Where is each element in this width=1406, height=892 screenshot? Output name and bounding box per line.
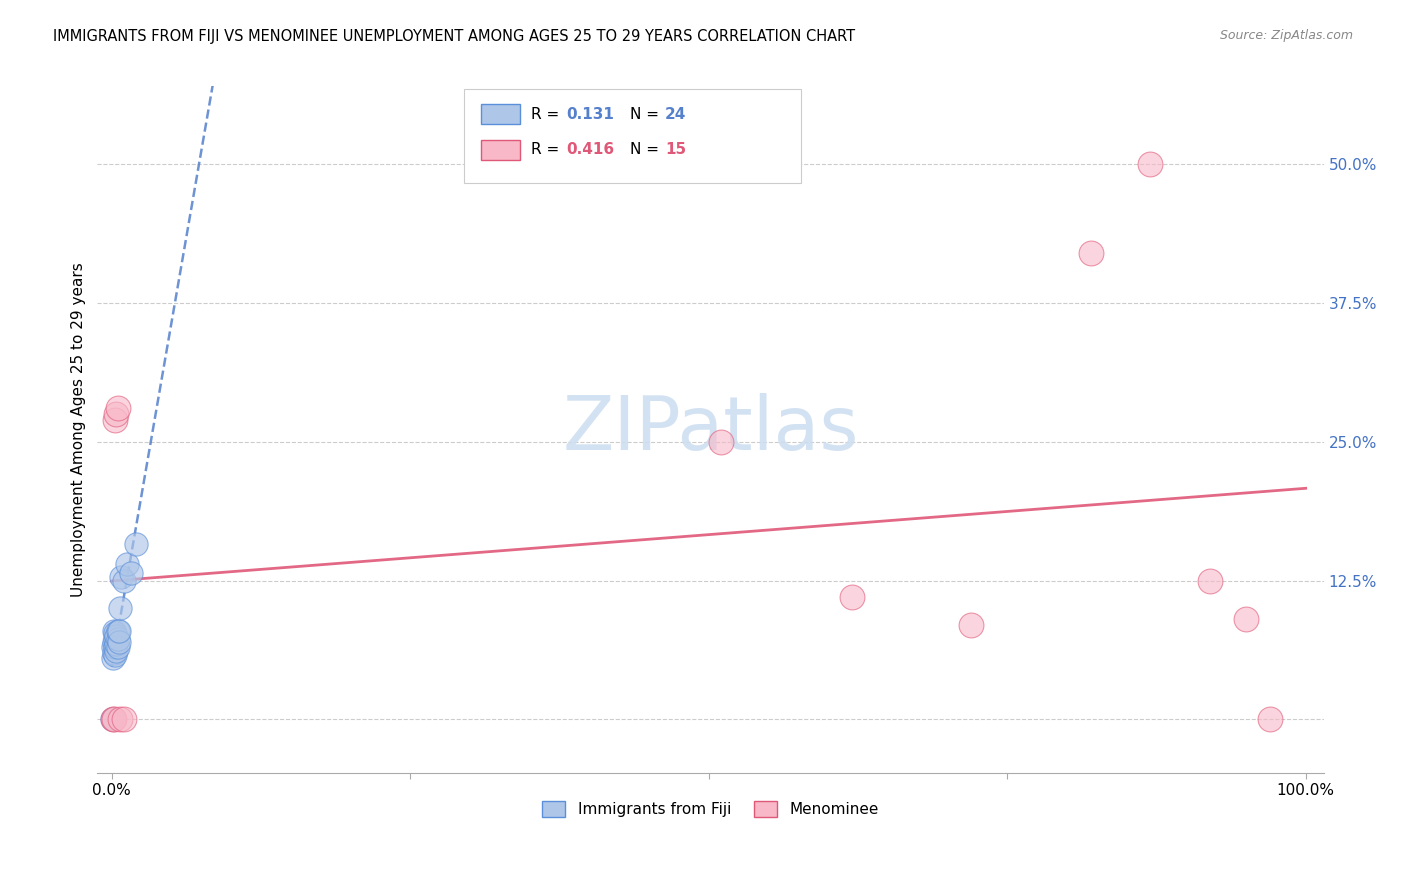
Point bbox=[103, 713, 125, 727]
Text: 15: 15 bbox=[665, 143, 686, 157]
Point bbox=[110, 570, 132, 584]
Point bbox=[1258, 713, 1281, 727]
Point bbox=[124, 537, 146, 551]
Point bbox=[112, 713, 135, 727]
Point bbox=[104, 625, 127, 640]
Point bbox=[105, 407, 128, 421]
Text: 24: 24 bbox=[665, 107, 686, 121]
Point bbox=[1234, 612, 1257, 626]
Point bbox=[710, 434, 733, 449]
Point bbox=[104, 632, 127, 647]
Point bbox=[107, 624, 129, 638]
Text: 0.131: 0.131 bbox=[567, 107, 614, 121]
Point bbox=[100, 713, 122, 727]
Point bbox=[108, 634, 131, 648]
Point bbox=[1199, 574, 1222, 588]
Point bbox=[120, 566, 142, 580]
Point bbox=[108, 601, 131, 615]
Text: 0.416: 0.416 bbox=[567, 143, 614, 157]
Point bbox=[108, 713, 131, 727]
Point bbox=[841, 591, 863, 605]
Text: R =: R = bbox=[531, 107, 565, 121]
Text: Source: ZipAtlas.com: Source: ZipAtlas.com bbox=[1219, 29, 1353, 42]
Point bbox=[112, 574, 135, 588]
Point bbox=[960, 618, 983, 632]
Point bbox=[1080, 246, 1102, 260]
Point bbox=[1139, 157, 1161, 171]
Point bbox=[104, 412, 127, 426]
Point bbox=[107, 401, 129, 416]
Point bbox=[115, 557, 138, 571]
Text: R =: R = bbox=[531, 143, 565, 157]
Point bbox=[105, 629, 128, 643]
Point bbox=[105, 637, 128, 651]
Point bbox=[107, 632, 129, 647]
Point bbox=[104, 648, 127, 662]
Point bbox=[103, 646, 125, 660]
Point bbox=[101, 713, 124, 727]
Point bbox=[104, 640, 127, 655]
Point bbox=[101, 640, 124, 655]
Point bbox=[108, 624, 131, 638]
Point bbox=[105, 643, 128, 657]
Point bbox=[103, 624, 125, 638]
Point bbox=[107, 640, 129, 655]
Legend: Immigrants from Fiji, Menominee: Immigrants from Fiji, Menominee bbox=[536, 796, 884, 823]
Point bbox=[101, 651, 124, 665]
Text: N =: N = bbox=[630, 107, 664, 121]
Y-axis label: Unemployment Among Ages 25 to 29 years: Unemployment Among Ages 25 to 29 years bbox=[72, 262, 86, 597]
Text: N =: N = bbox=[630, 143, 664, 157]
Point bbox=[103, 634, 125, 648]
Text: ZIPatlas: ZIPatlas bbox=[562, 393, 859, 466]
Text: IMMIGRANTS FROM FIJI VS MENOMINEE UNEMPLOYMENT AMONG AGES 25 TO 29 YEARS CORRELA: IMMIGRANTS FROM FIJI VS MENOMINEE UNEMPL… bbox=[53, 29, 856, 44]
